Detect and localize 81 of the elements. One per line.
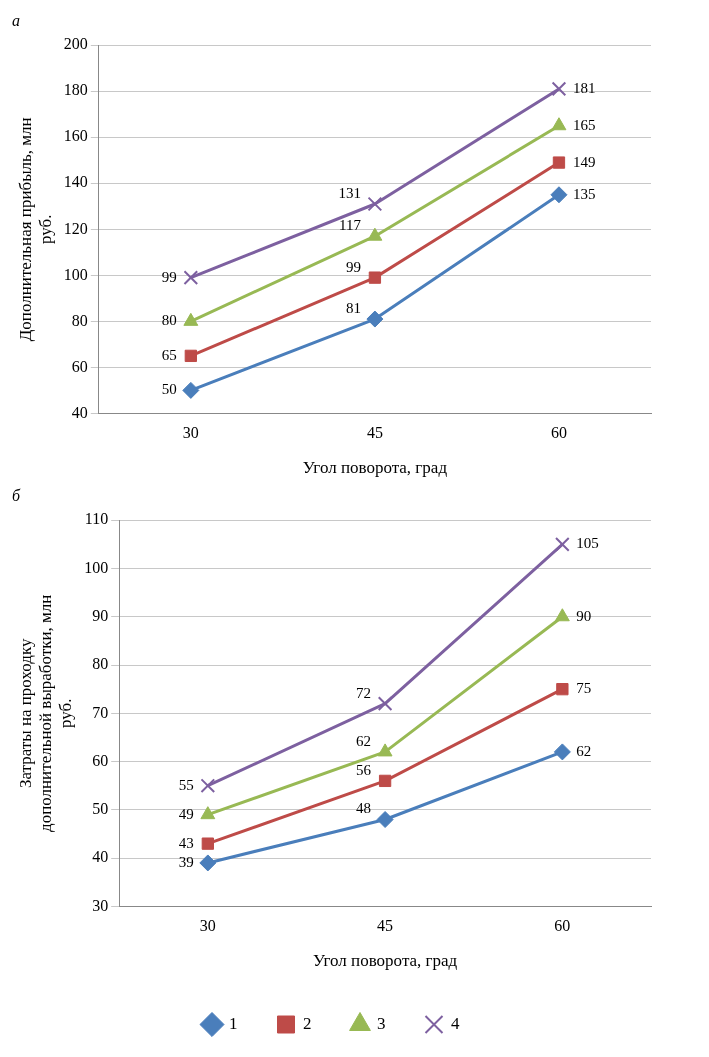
x-tick-label: 30 [199, 917, 216, 935]
point [200, 806, 216, 820]
y-tick-label: 100 [63, 265, 88, 283]
x-axis-title: Угол поворота, град [312, 951, 458, 971]
point [550, 186, 568, 204]
data-label: 62 [576, 742, 592, 759]
legend-label: 4 [451, 1013, 460, 1033]
point [199, 854, 217, 872]
point [183, 270, 199, 285]
data-label: 62 [356, 732, 372, 749]
data-label: 117 [338, 217, 362, 234]
data-label: 43 [178, 834, 194, 851]
data-label: 181 [572, 79, 596, 96]
data-label: 80 [161, 312, 177, 329]
y-tick-label: 90 [92, 606, 109, 624]
y-tick-label: 60 [92, 751, 109, 769]
point [366, 310, 384, 328]
y-tick-label: 100 [84, 558, 109, 576]
x-tick-label: 60 [550, 424, 567, 442]
point [200, 778, 216, 794]
data-label: 135 [572, 185, 596, 202]
data-label: 81 [345, 299, 361, 316]
point [368, 271, 382, 284]
y-tick-label: 110 [84, 510, 109, 528]
legend-label: 1 [229, 1013, 238, 1033]
point [184, 349, 197, 363]
y-tick-label: 40 [71, 403, 88, 421]
point [367, 227, 383, 241]
data-label: 72 [356, 684, 372, 701]
y-tick-label: 50 [92, 800, 109, 818]
point [551, 117, 567, 131]
y-tick-label: 180 [63, 81, 88, 99]
point [201, 837, 214, 850]
point [182, 381, 200, 399]
x-tick-label: 45 [377, 917, 394, 935]
point [377, 743, 393, 757]
point [556, 683, 569, 696]
data-label: 48 [356, 800, 372, 817]
y-axis-title: Затраты на проходку дополнительной выработки, млн руб. [15, 594, 76, 832]
data-label: 50 [161, 381, 177, 398]
point [554, 608, 570, 622]
y-tick-label: 200 [63, 35, 88, 53]
data-label: 165 [572, 116, 596, 133]
y-tick-label: 30 [92, 896, 109, 914]
data-label: 90 [576, 607, 592, 624]
y-tick-label: 80 [71, 311, 88, 329]
y-tick-label: 60 [71, 357, 88, 375]
legend-label: 2 [303, 1013, 312, 1033]
data-label: 99 [345, 258, 361, 275]
legend-label: 3 [377, 1013, 386, 1033]
y-tick-label: 80 [92, 655, 109, 673]
data-label: 105 [576, 535, 599, 552]
chart-title: б [12, 486, 21, 504]
point [555, 536, 570, 552]
y-tick-label: 70 [92, 703, 109, 721]
point [551, 81, 567, 97]
data-label: 55 [178, 776, 194, 793]
x-tick-label: 60 [554, 917, 571, 935]
y-tick-label: 120 [63, 219, 88, 237]
data-label: 49 [178, 805, 194, 822]
y-tick-label: 140 [63, 173, 88, 191]
chart-title: а [12, 11, 20, 29]
y-axis-title: Дополнительная прибыль, млн руб. [15, 117, 56, 342]
data-label: 56 [356, 761, 372, 778]
point [378, 774, 392, 788]
x-tick-label: 30 [182, 424, 199, 442]
point [367, 196, 383, 212]
point [376, 811, 394, 829]
x-axis-title: Угол поворота, град [302, 458, 448, 478]
data-label: 99 [161, 268, 177, 285]
x-tick-label: 45 [366, 424, 383, 442]
y-tick-label: 40 [92, 848, 109, 866]
point [552, 156, 566, 169]
data-label: 65 [161, 346, 177, 363]
data-label: 39 [178, 853, 194, 870]
point [553, 743, 571, 761]
point [377, 696, 393, 712]
data-label: 131 [338, 184, 361, 201]
data-label: 149 [572, 153, 596, 170]
y-tick-label: 160 [63, 127, 88, 145]
data-label: 75 [576, 680, 592, 697]
